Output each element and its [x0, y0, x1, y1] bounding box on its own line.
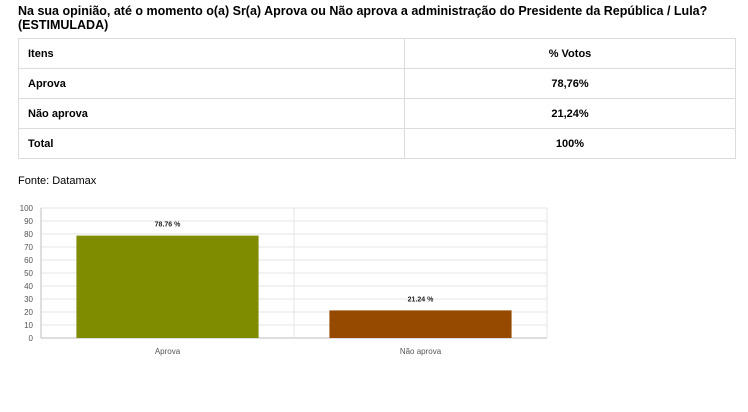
y-tick-label: 20 [24, 308, 33, 317]
bar [76, 235, 259, 338]
row-value: 21,24% [404, 98, 736, 129]
question-title: Na sua opinião, até o momento o(a) Sr(a)… [18, 4, 708, 32]
y-tick-label: 100 [20, 204, 34, 213]
row-value: 78,76% [404, 68, 736, 99]
y-tick-label: 70 [24, 243, 33, 252]
y-tick-label: 30 [24, 295, 33, 304]
row-item: Aprova [18, 68, 405, 99]
table-row: Aprova 78,76% [18, 68, 736, 99]
y-tick-label: 90 [24, 217, 33, 226]
y-tick-label: 80 [24, 230, 33, 239]
table-header-row: Itens % Votos [18, 38, 736, 69]
row-value: 100% [404, 128, 736, 159]
table-row: Total 100% [18, 128, 736, 159]
table-row: Não aprova 21,24% [18, 98, 736, 129]
data-label: 78.76 % [155, 222, 181, 229]
header-votes: % Votos [404, 38, 736, 69]
x-tick-label: Aprova [155, 347, 181, 356]
results-table: Itens % Votos Aprova 78,76% Não aprova 2… [18, 38, 736, 159]
source-note: Fonte: Datamax [18, 175, 97, 187]
y-tick-label: 40 [24, 282, 33, 291]
y-tick-label: 10 [24, 321, 33, 330]
y-tick-label: 0 [29, 334, 34, 343]
header-items: Itens [18, 38, 405, 69]
data-label: 21.24 % [408, 296, 434, 303]
y-tick-label: 60 [24, 256, 33, 265]
x-tick-label: Não aprova [400, 347, 442, 356]
bar [329, 310, 512, 338]
row-item: Não aprova [18, 98, 405, 129]
bar-chart: 0 10 20 30 40 50 60 70 80 90 100 78.76 % Aprova 21.24… [20, 204, 548, 356]
y-tick-label: 50 [24, 269, 33, 278]
row-item: Total [18, 128, 405, 159]
